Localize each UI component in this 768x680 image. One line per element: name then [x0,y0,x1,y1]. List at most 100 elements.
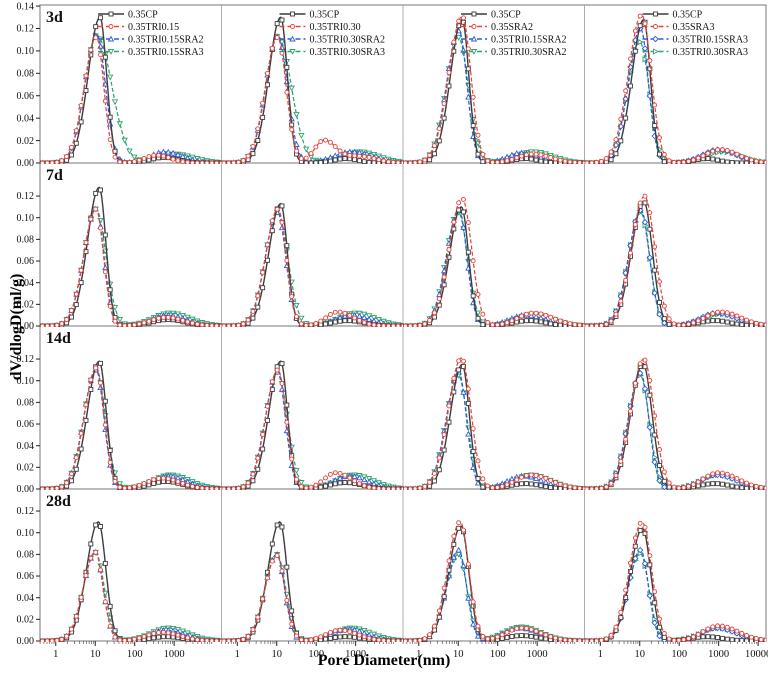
legend-label: 0.35TRI0.30SRA2 [491,47,567,58]
curve-0.35TRI0.15 [40,367,222,490]
svg-text:0.02: 0.02 [17,615,35,626]
subplot-r1c0 [40,186,222,327]
subplot-r1c2 [403,196,585,327]
legend-label: 0.35TRI0.30SRA3 [310,47,386,58]
curve-0.35TRI0.30SRA3 [221,553,403,642]
legend-label: 0.35TRI0.15SRA2 [128,34,204,45]
svg-text:0.10: 0.10 [17,528,35,539]
curve-0.35CP [403,206,585,327]
curve-0.35TRI0.15SRA3 [584,209,766,327]
legend-col0: 0.35CP 0.35TRI0.150.35TRI0.15SRA2 0.35TRI0… [98,9,204,58]
svg-text:0.06: 0.06 [17,256,35,267]
legend-label: 0.35CP [673,9,703,20]
curve-0.35SRA3 [584,195,766,327]
subplot-r2c1 [221,360,403,490]
svg-text:0.08: 0.08 [17,398,35,409]
svg-text:100: 100 [671,649,687,660]
subplot-r1c1 [221,202,403,327]
svg-text:0.04: 0.04 [17,113,35,124]
svg-text:0.00: 0.00 [17,636,35,647]
curve-0.35TRI0.30SRA3 [584,552,766,642]
curve-0.35SRA2 [403,357,585,490]
curve-0.35TRI0.15SRA3 [584,549,766,642]
curve-0.35TRI0.30SRA2 [221,211,403,327]
curve-0.35TRI0.30SRA2 [221,371,403,490]
curve-0.35TRI0.30SRA3 [584,41,766,164]
svg-text:0.04: 0.04 [17,441,35,452]
curve-0.35TRI0.30SRA3 [221,211,403,327]
svg-text:0.10: 0.10 [17,213,35,224]
row-label-28d: 28d [46,493,71,510]
curve-0.35TRI0.30 [221,208,403,327]
curve-0.35CP [221,202,403,327]
svg-text:0.14: 0.14 [17,1,35,12]
svg-text:0.02: 0.02 [17,463,35,474]
curve-0.35TRI0.30SRA2 [403,553,585,642]
curve-0.35TRI0.30 [221,369,403,490]
curve-0.35TRI0.15 [40,208,222,327]
legend-label: 0.35CP [128,9,158,20]
svg-text:10: 10 [271,649,282,660]
x-axis-ticks: 1 10 100 1000 1 10 100 1000 1 10 100 1000 1 10 100 1000… [39,641,768,660]
svg-text:0.04: 0.04 [17,278,35,289]
curve-0.35TRI0.15SRA2 [40,551,222,642]
curve-0.35TRI0.15SRA3 [584,372,766,490]
svg-text:100: 100 [127,649,143,660]
svg-text:1000: 1000 [345,649,366,660]
curve-0.35SRA2 [403,521,585,642]
svg-text:0.08: 0.08 [17,235,35,246]
svg-text:10000: 10000 [745,649,768,660]
svg-text:0.12: 0.12 [17,354,35,365]
curve-0.35CP [40,360,222,490]
curve-0.35TRI0.15SRA2 [40,369,222,490]
curve-0.35TRI0.15 [40,551,222,642]
subplot-r2c2 [403,357,585,490]
curve-0.35CP [40,186,222,327]
subplot-r1c3 [584,193,766,327]
svg-text:1: 1 [235,649,240,660]
legend-label: 0.35CP [491,9,521,20]
curve-0.35TRI0.15SRA2 [403,371,585,490]
curve-0.35TRI0.15SRA2 [403,549,585,642]
curve-0.35TRI0.30SRA3 [584,374,766,490]
svg-text:0.12: 0.12 [17,506,35,517]
row-label-3d: 3d [46,9,63,26]
subplot-r2c3 [584,357,766,490]
svg-text:100: 100 [490,649,506,660]
curve-0.35TRI0.30SRA3 [221,371,403,490]
svg-text:0.10: 0.10 [17,46,35,57]
legend-label: 0.35SRA2 [491,22,533,33]
legend-label: 0.35TRI0.30SRA2 [310,34,386,45]
svg-text:0.00: 0.00 [17,158,35,169]
svg-text:0.06: 0.06 [17,571,35,582]
curve-0.35SRA2 [403,197,585,327]
curve-0.35CP [221,521,403,642]
svg-text:10: 10 [90,649,101,660]
svg-text:10: 10 [453,649,464,660]
legend-label: 0.35TRI0.15SRA3 [673,34,749,45]
row-label-7d: 7d [46,167,63,184]
curve-0.35TRI0.15SRA2 [40,208,222,327]
svg-text:10: 10 [634,649,645,660]
svg-text:0.02: 0.02 [17,300,35,311]
subplot-r2c0 [40,360,222,490]
svg-text:0.00: 0.00 [17,484,35,495]
y-axis-ticks: 0.00 0.02 0.04 0.06 0.08 0.10 0.12 0.14 0.00 0.02… [17,1,40,647]
curve-0.35TRI0.15SRA3 [40,369,222,490]
curve-0.35CP [584,200,766,327]
svg-text:1: 1 [598,649,603,660]
curve-0.35TRI0.30SRA2 [403,374,585,490]
svg-text:1000: 1000 [708,649,729,660]
legend-label: 0.35TRI0.15SRA3 [128,47,204,58]
curve-0.35TRI0.15SRA3 [40,551,222,642]
curve-0.35CP [403,363,585,490]
legend-label: 0.35CP [310,9,340,20]
curve-0.35CP [40,521,222,642]
curve-0.35SRA3 [584,521,766,642]
subplot-r3c3 [584,520,766,642]
svg-text:1: 1 [416,649,421,660]
subplot-r0c0 [40,15,222,164]
svg-text:0.06: 0.06 [17,91,35,102]
